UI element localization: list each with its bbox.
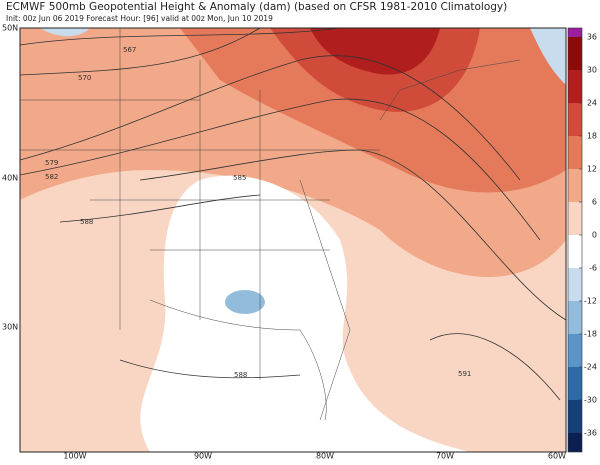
colorbar-band <box>568 268 582 301</box>
colorbar-tick-label: -30 <box>584 396 597 405</box>
lat-label: 50N <box>2 24 18 33</box>
contour-label: 585 <box>233 174 246 182</box>
colorbar-tick-label: -6 <box>589 264 597 273</box>
subtitle: Init: 00z Jun 06 2019 Forecast Hour: [96… <box>6 14 273 23</box>
lon-label: 70W <box>436 452 454 461</box>
colorbar-band <box>568 28 582 37</box>
colorbar: 36 30 24 18 12 6 0 -6 -12 -18 -24 -30 -36 <box>567 27 597 453</box>
colorbar-band <box>568 169 582 202</box>
colorbar-tick-label: -18 <box>584 330 597 339</box>
contour-label: 567 <box>123 46 136 54</box>
colorbar-band <box>568 367 582 400</box>
colorbar-band <box>568 235 582 268</box>
colorbar-band <box>568 433 582 452</box>
colorbar-band <box>568 103 582 136</box>
colorbar-tick-label: 6 <box>592 198 597 207</box>
colorbar-tick-label: 36 <box>587 33 597 42</box>
lat-label: 30N <box>2 323 18 332</box>
colorbar-tick-label: -36 <box>584 429 597 438</box>
colorbar-band <box>568 136 582 169</box>
site-label: TROPICALTIDBITS.COM <box>436 18 560 28</box>
colorbar-band <box>568 37 582 70</box>
colorbar-tick-label: 0 <box>592 231 597 240</box>
colorbar-band <box>568 334 582 367</box>
colorbar-frame <box>567 27 583 453</box>
contour-label: 582 <box>45 173 58 181</box>
lon-label: 80W <box>316 452 334 461</box>
contour-label: 570 <box>78 74 91 82</box>
colorbar-tick-label: 30 <box>587 66 597 75</box>
colorbar-band <box>568 202 582 235</box>
lat-label: 40N <box>2 174 18 183</box>
lon-label: 90W <box>194 452 212 461</box>
contour-label: 579 <box>45 159 58 167</box>
colorbar-tick-label: -24 <box>584 363 597 372</box>
title: ECMWF 500mb Geopotential Height & Anomal… <box>6 1 507 13</box>
colorbar-tick-label: 12 <box>587 165 597 174</box>
colorbar-tick-label: 24 <box>587 99 597 108</box>
colorbar-band <box>568 400 582 433</box>
colorbar-band <box>568 70 582 103</box>
lon-label: 100W <box>63 452 86 461</box>
contour-label: 588 <box>80 218 93 226</box>
colorbar-tick-label: -12 <box>584 297 597 306</box>
contour-label: 591 <box>458 370 471 378</box>
lon-label: 60W <box>548 452 566 461</box>
contour-label: 588 <box>234 371 247 379</box>
colorbar-tick-label: 18 <box>587 132 597 141</box>
map: 567 570 579 582 585 588 588 591 TROPICAL… <box>19 18 567 453</box>
colorbar-band <box>568 301 582 334</box>
